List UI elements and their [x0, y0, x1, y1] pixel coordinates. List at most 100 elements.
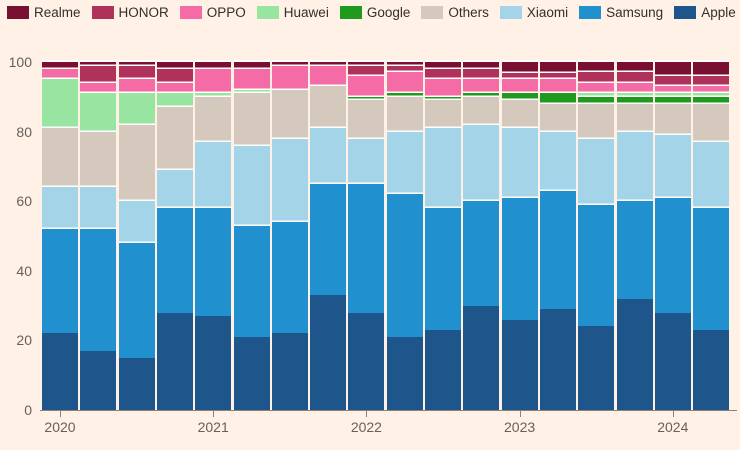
- bar-segment-google: [578, 96, 615, 104]
- bar-segment-honor: [578, 72, 615, 83]
- bar-segment-realme: [386, 62, 423, 66]
- bar-segment-realme: [425, 62, 461, 70]
- bar-segment-xiaomi: [616, 131, 653, 202]
- plot-area: [40, 62, 737, 410]
- legend-item-apple: Apple: [674, 6, 736, 20]
- bar-segment-samsung: [539, 190, 576, 310]
- bar-segment-samsung: [693, 208, 730, 330]
- bar-segment-others: [616, 103, 653, 132]
- bar-segment-samsung: [616, 201, 653, 299]
- bar-segment-honor: [348, 65, 385, 76]
- bar-segment-apple: [693, 329, 730, 410]
- bar-segment-samsung: [118, 242, 155, 358]
- bar-segment-apple: [539, 309, 576, 410]
- bar-segment-others: [425, 100, 461, 129]
- bar-segment-others: [233, 93, 270, 146]
- bar-segment-huawei: [654, 93, 691, 97]
- bar-segment-honor: [118, 65, 155, 80]
- bar-segment-honor: [463, 69, 500, 80]
- bar-segment-google: [616, 96, 653, 104]
- bar-segment-honor: [616, 72, 653, 83]
- legend-item-xiaomi: Xiaomi: [499, 6, 568, 20]
- bar-segment-samsung: [271, 222, 308, 334]
- bar-segment-xiaomi: [539, 131, 576, 191]
- bar-segment-realme: [156, 62, 193, 70]
- bar-segment-realme: [310, 62, 347, 66]
- legend-label: Others: [448, 5, 489, 20]
- bar-segment-apple: [271, 333, 308, 410]
- bar-segment-samsung: [233, 225, 270, 337]
- bar-segment-huawei: [616, 93, 653, 97]
- bar-segment-samsung: [42, 229, 78, 334]
- bar-segment-apple: [80, 350, 117, 410]
- legend: Realme HONOR OPPO Huawei Google Others Xiaomi S…: [7, 6, 740, 20]
- bar-2023-q1: [501, 62, 538, 410]
- legend-swatch-apple: [674, 6, 697, 20]
- bar-segment-samsung: [386, 194, 423, 337]
- bar-segment-oppo: [118, 79, 155, 94]
- bar-segment-oppo: [386, 72, 423, 94]
- bar-segment-xiaomi: [348, 138, 385, 184]
- bar-segment-apple: [463, 305, 500, 410]
- legend-swatch-google: [339, 6, 362, 20]
- bar-segment-oppo: [80, 82, 117, 94]
- bar-2020-q2: [80, 62, 117, 410]
- bar-segment-apple: [348, 312, 385, 410]
- bar-segment-google: [425, 96, 461, 101]
- bar-segment-apple: [578, 326, 615, 410]
- bar-segment-others: [118, 124, 155, 202]
- bar-segment-realme: [539, 62, 576, 73]
- bar-segment-xiaomi: [156, 169, 193, 209]
- y-tick-label-80: 80: [16, 123, 32, 140]
- bar-segment-realme: [118, 62, 155, 66]
- bar-segment-xiaomi: [463, 124, 500, 202]
- bar-segment-samsung: [348, 183, 385, 313]
- bar-segment-xiaomi: [693, 142, 730, 209]
- bar-segment-oppo: [578, 82, 615, 94]
- bar-segment-xiaomi: [654, 135, 691, 198]
- bar-segment-google: [654, 96, 691, 104]
- bar-segment-honor: [539, 72, 576, 80]
- bar-segment-samsung: [156, 208, 193, 313]
- legend-label: HONOR: [118, 5, 169, 20]
- bar-segment-realme: [501, 62, 538, 73]
- bar-segment-samsung: [463, 201, 500, 306]
- x-year-label-2021: 2021: [197, 419, 229, 435]
- bar-segment-apple: [156, 312, 193, 410]
- bar-segment-google: [348, 96, 385, 101]
- bar-segment-realme: [654, 62, 691, 76]
- legend-swatch-huawei: [256, 6, 279, 20]
- x-tick-2020: [60, 411, 61, 417]
- bar-segment-oppo: [42, 69, 78, 80]
- bar-segment-xiaomi: [42, 187, 78, 230]
- bar-segment-oppo: [195, 69, 232, 94]
- bar-segment-realme: [271, 62, 308, 66]
- bar-segment-xiaomi: [578, 138, 615, 205]
- bar-segment-oppo: [310, 65, 347, 87]
- bar-segment-others: [310, 86, 347, 129]
- bar-segment-realme: [348, 62, 385, 66]
- bar-segment-others: [386, 96, 423, 132]
- bar-segment-others: [463, 96, 500, 125]
- legend-item-huawei: Huawei: [256, 6, 329, 20]
- legend-swatch-honor: [91, 6, 114, 20]
- bar-segment-realme: [616, 62, 653, 73]
- bar-segment-samsung: [425, 208, 461, 330]
- bar-2020-q4: [156, 62, 193, 410]
- bar-2022-q1: [348, 62, 385, 410]
- bar-segment-xiaomi: [310, 128, 347, 184]
- bar-segment-realme: [42, 62, 78, 69]
- legend-swatch-realme: [7, 6, 29, 20]
- bar-segment-xiaomi: [501, 128, 538, 198]
- legend-item-oppo: OPPO: [179, 6, 246, 20]
- bar-segment-honor: [80, 65, 117, 83]
- bar-segment-google: [539, 93, 576, 104]
- x-year-label-2023: 2023: [504, 419, 536, 435]
- bar-segment-google: [693, 96, 730, 104]
- bar-segment-apple: [42, 333, 78, 410]
- legend-label: Realme: [34, 5, 81, 20]
- x-tick-2024: [672, 411, 674, 417]
- bar-2022-q2: [386, 62, 423, 410]
- bar-segment-huawei: [233, 89, 270, 94]
- bar-segment-apple: [310, 295, 347, 410]
